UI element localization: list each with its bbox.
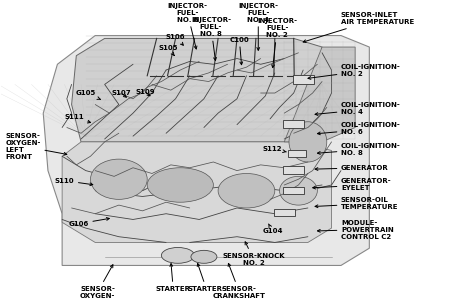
- Text: SENSOR-
CRANKSHAFT: SENSOR- CRANKSHAFT: [213, 263, 266, 299]
- Text: S112: S112: [263, 146, 286, 153]
- Text: INJECTOR-
FUEL-
NO. 6: INJECTOR- FUEL- NO. 6: [167, 3, 208, 49]
- Text: S109: S109: [135, 88, 155, 96]
- Text: COIL-IGNITION-
NO. 8: COIL-IGNITION- NO. 8: [318, 143, 401, 156]
- Text: STARTER: STARTER: [155, 264, 191, 291]
- FancyBboxPatch shape: [293, 75, 314, 84]
- FancyBboxPatch shape: [283, 120, 304, 128]
- Text: G106: G106: [69, 217, 109, 227]
- Text: GENERATOR: GENERATOR: [315, 165, 389, 171]
- Text: GENERATOR-
EYELET: GENERATOR- EYELET: [313, 178, 392, 191]
- Text: COIL-IGNITION-
NO. 2: COIL-IGNITION- NO. 2: [308, 63, 401, 79]
- Text: STARTER-: STARTER-: [187, 263, 225, 291]
- Text: G105: G105: [76, 90, 100, 99]
- Polygon shape: [284, 47, 355, 142]
- FancyBboxPatch shape: [288, 150, 307, 157]
- Text: COIL-IGNITION-
NO. 6: COIL-IGNITION- NO. 6: [318, 122, 401, 135]
- Text: SENSOR-OIL
TEMPERATURE: SENSOR-OIL TEMPERATURE: [315, 197, 399, 210]
- Ellipse shape: [161, 247, 194, 263]
- FancyBboxPatch shape: [274, 209, 295, 216]
- Text: SENSOR-KNOCK
NO. 2: SENSOR-KNOCK NO. 2: [222, 242, 285, 265]
- FancyBboxPatch shape: [283, 166, 304, 174]
- FancyBboxPatch shape: [283, 187, 304, 194]
- Text: COIL-IGNITION-
NO. 4: COIL-IGNITION- NO. 4: [315, 102, 401, 115]
- Ellipse shape: [191, 250, 217, 263]
- Polygon shape: [62, 142, 331, 243]
- Text: SENSOR-
OXYGEN-: SENSOR- OXYGEN-: [80, 265, 115, 299]
- Text: S106: S106: [166, 34, 185, 45]
- Text: SENSOR-INLET
AIR TEMPERATURE: SENSOR-INLET AIR TEMPERATURE: [303, 12, 414, 43]
- Text: INJECTOR-
FUEL-
NO. 8: INJECTOR- FUEL- NO. 8: [191, 17, 231, 60]
- Text: S111: S111: [64, 114, 91, 123]
- Polygon shape: [43, 36, 369, 265]
- Text: SENSOR-
OXYGEN-
LEFT
FRONT: SENSOR- OXYGEN- LEFT FRONT: [5, 133, 67, 160]
- Polygon shape: [72, 38, 322, 142]
- Text: C100: C100: [229, 37, 249, 65]
- Text: S110: S110: [55, 178, 93, 186]
- Text: G104: G104: [262, 224, 283, 234]
- Ellipse shape: [289, 122, 327, 162]
- Text: MODULE-
POWERTRAIN
CONTROL C2: MODULE- POWERTRAIN CONTROL C2: [318, 220, 394, 239]
- Text: S107: S107: [111, 90, 131, 97]
- Text: INJECTOR-
FUEL-
NO. 4: INJECTOR- FUEL- NO. 4: [238, 3, 278, 50]
- Ellipse shape: [280, 176, 318, 205]
- Ellipse shape: [218, 173, 275, 208]
- Ellipse shape: [91, 159, 147, 199]
- Ellipse shape: [147, 168, 213, 202]
- Text: INJECTOR-
FUEL-
NO. 2: INJECTOR- FUEL- NO. 2: [257, 18, 297, 68]
- Text: S105: S105: [159, 46, 178, 56]
